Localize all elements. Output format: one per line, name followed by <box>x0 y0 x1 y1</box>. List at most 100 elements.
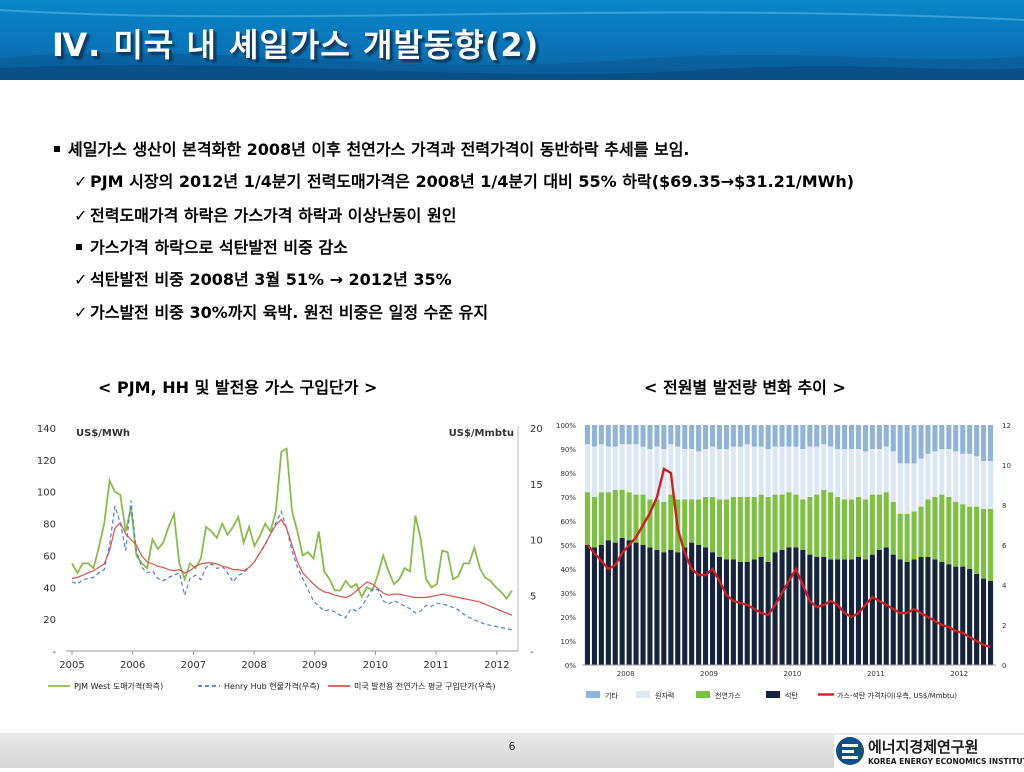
gas-bar-segment <box>974 506 980 574</box>
chart-legend: PJM West 도매가격(좌측) Henry Hub 현물가격(우측) 미국 발전… <box>48 681 496 691</box>
coal-bar-segment <box>946 564 952 665</box>
other-bar-segment <box>612 425 618 447</box>
gas-bar-segment <box>807 497 813 555</box>
other-bar-segment <box>710 425 716 447</box>
right-axis-unit: US$/Mmbtu <box>449 428 514 439</box>
other-bar-segment <box>835 425 841 449</box>
nuclear-bar-segment <box>800 449 806 500</box>
coal-bar-segment <box>654 549 660 665</box>
y-tick-label: 50% <box>560 542 576 550</box>
nuclear-bar-segment <box>758 446 764 495</box>
logo-name-en: KOREA ENERGY ECONOMICS INSTITUTE <box>868 757 1024 766</box>
y-tick-label: 20 <box>530 424 543 435</box>
x-tick-labels: 2008 2009 2010 2011 2012 <box>617 670 968 678</box>
nuclear-bar-segment <box>939 449 945 495</box>
other-bar-segment <box>814 425 820 447</box>
right-chart-caption: < 전원별 발전량 변화 추이 > <box>644 378 846 397</box>
gas-bar-segment <box>640 494 646 545</box>
other-bar-segment <box>918 425 924 459</box>
y-tick-label: 15 <box>530 480 543 491</box>
y-tick-label: 4 <box>1002 582 1007 590</box>
gas-bar-segment <box>786 492 792 548</box>
other-bar-segment <box>647 425 653 449</box>
nuclear-bar-segment <box>710 446 716 497</box>
x-tick-label: 2009 <box>302 660 327 671</box>
nuclear-bar-segment <box>925 453 931 500</box>
nuclear-bar-segment <box>911 463 917 512</box>
coal-bar-segment <box>689 542 695 665</box>
gas-bar-segment <box>821 489 827 557</box>
gas-bar-segment <box>689 499 695 543</box>
nuclear-bar-segment <box>967 453 973 507</box>
keei-logo-graphic: 에너지경제연구원 KOREA ENERGY ECONOMICS INSTITUT… <box>836 737 1024 766</box>
other-bar-segment <box>716 425 722 449</box>
square-bullet-icon <box>54 145 60 152</box>
gas-bar-segment <box>744 497 750 562</box>
y-tick-label: 120 <box>37 456 56 467</box>
nuclear-bar-segment <box>723 449 729 500</box>
y-tick-label: 100% <box>556 422 576 430</box>
y-tick-label: 60% <box>560 518 576 526</box>
other-bar-segment <box>605 425 611 447</box>
legend-label: 석탄 <box>785 691 798 700</box>
x-tick-label: 2008 <box>617 670 635 678</box>
legend-label: 가스-석탄 가격차이(우측, US$/Mmbtu) <box>837 691 957 700</box>
gas-bar-segment <box>988 509 994 581</box>
nuclear-bar-segment <box>598 444 604 493</box>
other-bar-segment <box>765 425 771 449</box>
coal-bar-segment <box>793 547 799 665</box>
spread-series-line <box>586 467 991 649</box>
nuclear-bar-segment <box>960 453 966 505</box>
gas-bar-segment <box>696 499 702 545</box>
other-bar-segment <box>661 425 667 449</box>
nuclear-bar-segment <box>612 446 618 490</box>
coal-bar-segment <box>584 545 590 665</box>
legend-swatch <box>766 691 780 698</box>
gas-bar-segment <box>981 509 987 579</box>
coal-bar-segment <box>682 547 688 665</box>
other-bar-segment <box>855 425 861 449</box>
coal-bar-segment <box>619 537 625 665</box>
gas-bar-segment <box>591 497 597 548</box>
y-tick-label: 6 <box>1002 542 1007 550</box>
gas-bar-segment <box>661 501 667 553</box>
coal-bar-segment <box>737 561 743 665</box>
page-number: 6 <box>508 740 516 753</box>
nuclear-bar-segment <box>591 446 597 497</box>
right-y-tick-labels: 12 10 8 6 4 2 0 <box>1002 422 1011 670</box>
nuclear-bar-segment <box>918 458 924 507</box>
coal-bar-segment <box>744 561 750 665</box>
y-tick-label: 2 <box>1002 622 1006 630</box>
coal-bar-segment <box>862 559 868 665</box>
nuclear-bar-segment <box>842 449 848 500</box>
coal-bar-segment <box>772 552 778 665</box>
gas-bar-segment <box>758 494 764 557</box>
coal-bar-segment <box>626 540 632 665</box>
coal-bar-segment <box>960 566 966 665</box>
other-bar-segment <box>744 425 750 445</box>
other-bar-segment <box>730 425 736 447</box>
square-bullet-icon <box>76 243 82 250</box>
nuclear-bar-segment <box>779 446 785 495</box>
gas-bar-segment <box>967 506 973 569</box>
coal-bar-segment <box>981 578 987 665</box>
gas-bar-segment <box>668 494 674 550</box>
coal-bar-segment <box>855 557 861 665</box>
other-bar-segment <box>939 425 945 449</box>
x-tick-label: 2010 <box>363 660 388 671</box>
nuclear-bar-segment <box>640 446 646 495</box>
nuclear-bar-segment <box>716 449 722 500</box>
nuclear-bar-segment <box>730 446 736 497</box>
other-bar-segment <box>640 425 646 447</box>
nuclear-bar-segment <box>904 463 910 514</box>
x-tick-label: 2008 <box>241 660 266 671</box>
nuclear-bar-segment <box>584 444 590 493</box>
nuclear-bar-segment <box>633 444 639 495</box>
gas-bar-segment <box>953 501 959 567</box>
other-bar-segment <box>682 425 688 449</box>
coal-bar-segment <box>751 559 757 665</box>
coal-bar-segment <box>716 557 722 665</box>
other-bar-segment <box>772 425 778 447</box>
nuclear-bar-segment <box>751 446 757 497</box>
y-tick-label: 100 <box>37 488 56 499</box>
